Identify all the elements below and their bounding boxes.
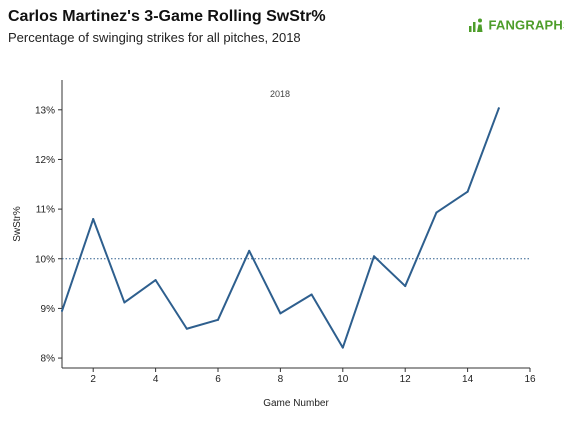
x-tick-label: 6 xyxy=(215,374,221,385)
x-tick-label: 8 xyxy=(278,374,284,385)
data-point xyxy=(61,309,63,312)
y-tick-label: 12% xyxy=(35,155,55,166)
x-axis-title: Game Number xyxy=(263,398,329,409)
brand-name: FANGRAPHS xyxy=(488,17,564,33)
x-tick-label: 14 xyxy=(462,374,474,385)
data-point xyxy=(404,285,407,288)
data-point xyxy=(435,211,438,214)
chart-subtitle: Percentage of swinging strikes for all p… xyxy=(8,30,301,45)
data-point xyxy=(217,318,219,321)
data-point xyxy=(341,346,344,349)
data-point xyxy=(92,218,95,221)
y-tick-label: 10% xyxy=(35,254,55,265)
x-tick-label: 16 xyxy=(524,374,536,385)
y-tick-label: 8% xyxy=(41,354,56,365)
data-point xyxy=(185,327,188,330)
y-tick-label: 13% xyxy=(35,105,55,116)
data-point xyxy=(248,249,251,252)
data-point xyxy=(310,293,313,296)
brand-logo[interactable]: FANGRAPHS xyxy=(468,16,564,36)
y-tick-label: 11% xyxy=(36,205,55,216)
y-tick-label: 9% xyxy=(41,304,56,315)
series-line xyxy=(61,107,500,349)
data-point xyxy=(497,107,500,110)
data-point xyxy=(466,190,469,193)
data-point xyxy=(123,301,126,304)
data-point xyxy=(279,312,282,315)
x-tick-label: 4 xyxy=(153,374,159,385)
data-point xyxy=(373,255,375,258)
x-tick-label: 2 xyxy=(90,374,96,385)
fangraphs-logo-icon xyxy=(469,18,483,32)
y-axis-title: SwStr% xyxy=(12,206,23,242)
x-tick-label: 10 xyxy=(337,374,349,385)
chart-title: Carlos Martinez's 3-Game Rolling SwStr% xyxy=(8,8,326,25)
data-point xyxy=(154,279,157,282)
x-tick-label: 12 xyxy=(400,374,412,385)
season-label: 2018 xyxy=(270,89,290,99)
